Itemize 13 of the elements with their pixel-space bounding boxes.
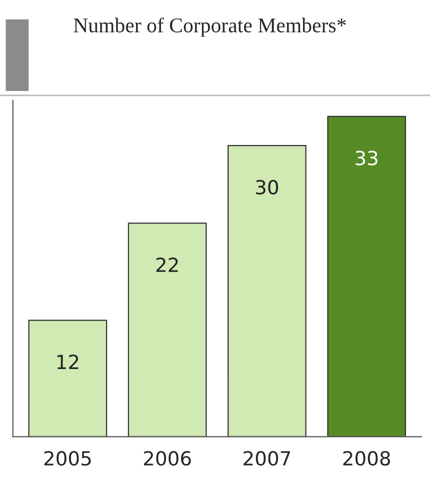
chart-title: Number of Corporate Members* <box>74 18 346 37</box>
x-tick-label: 2005 <box>44 450 91 466</box>
data-label: 22 <box>156 257 178 272</box>
x-tick-label: 2006 <box>144 450 191 466</box>
x-tick-label: 2007 <box>244 450 290 466</box>
bar <box>28 320 108 437</box>
data-label: 33 <box>356 150 378 166</box>
bar <box>128 222 207 437</box>
data-label: 12 <box>57 354 78 369</box>
bar <box>327 116 406 437</box>
x-tick-label: 2008 <box>343 450 390 466</box>
data-label: 30 <box>256 180 278 195</box>
bar <box>228 144 306 437</box>
